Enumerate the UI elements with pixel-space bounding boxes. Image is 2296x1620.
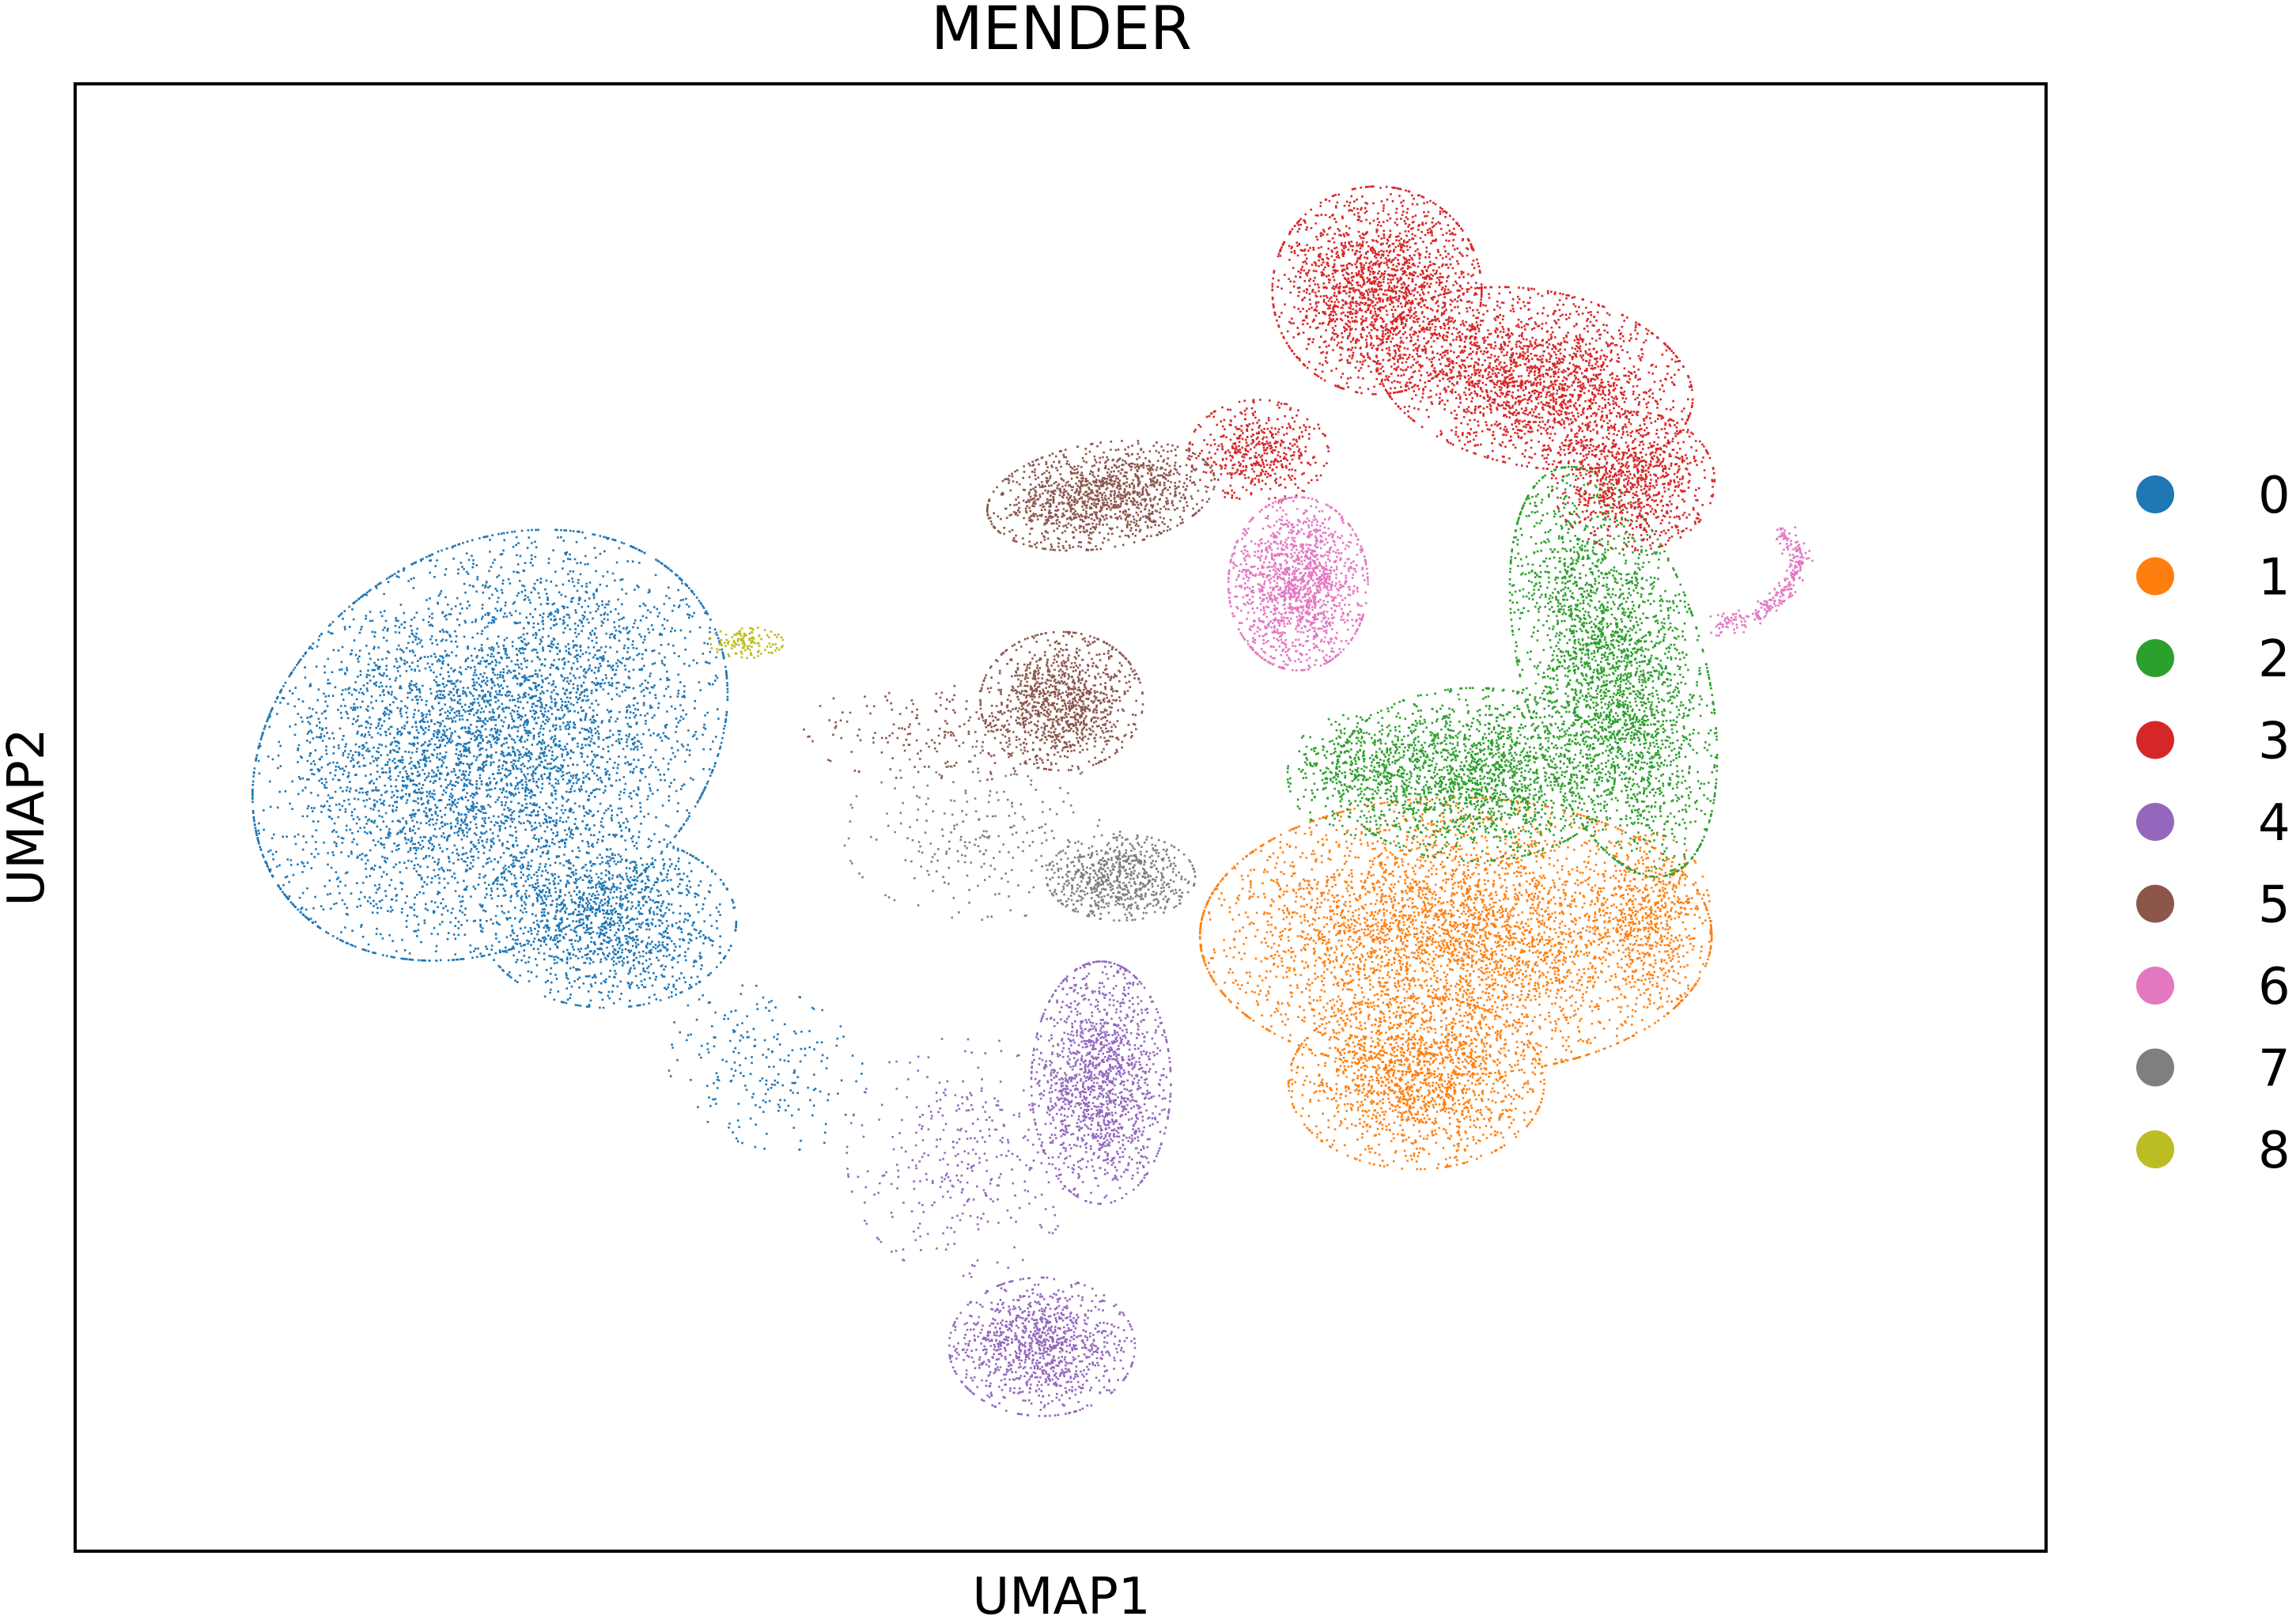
- legend-item-3: 3: [2136, 713, 2290, 771]
- cluster-5-points: [803, 440, 1216, 782]
- cluster-3-dots: [1188, 185, 1716, 551]
- x-axis-label: UMAP1: [972, 1568, 1150, 1620]
- cluster-4-dots: [845, 960, 1172, 1418]
- legend-label-5: 5: [2258, 876, 2290, 935]
- cluster-7-dots: [843, 745, 1197, 922]
- legend: 0 1 2 3 4 5 6 7 8: [2136, 467, 2290, 1180]
- legend-marker-5: [2136, 884, 2174, 923]
- legend-item-5: 5: [2136, 876, 2290, 935]
- legend-item-4: 4: [2136, 794, 2290, 853]
- cluster-6-curve-dots: [1709, 526, 1814, 637]
- legend-marker-4: [2136, 803, 2174, 841]
- plot-frame: [74, 82, 2048, 1553]
- legend-label-3: 3: [2258, 713, 2290, 771]
- legend-label-4: 4: [2258, 794, 2290, 853]
- legend-marker-2: [2136, 639, 2174, 677]
- legend-item-7: 7: [2136, 1040, 2290, 1099]
- legend-item-2: 2: [2136, 630, 2290, 689]
- cluster-6-points: [1227, 496, 1369, 672]
- cluster-5-dots: [803, 440, 1216, 782]
- cluster-8-dots: [709, 626, 785, 660]
- cluster-6-dots: [1227, 496, 1369, 672]
- legend-item-1: 1: [2136, 549, 2290, 608]
- cluster-0-dots: [252, 528, 866, 1151]
- cluster-0-points: [252, 528, 866, 1151]
- legend-item-6: 6: [2136, 958, 2290, 1016]
- y-axis-label: UMAP2: [0, 728, 56, 906]
- legend-item-0: 0: [2136, 467, 2290, 525]
- cluster-8-points: [709, 626, 785, 660]
- legend-label-7: 7: [2258, 1040, 2290, 1099]
- cluster-1-points: [1198, 796, 1713, 1171]
- legend-marker-0: [2136, 475, 2174, 513]
- cluster-1-dots: [1198, 796, 1713, 1171]
- chart-title: MENDER: [931, 0, 1192, 63]
- cluster-2-dots: [1286, 465, 1719, 878]
- legend-label-8: 8: [2258, 1122, 2290, 1180]
- cluster-3-points: [1188, 185, 1716, 551]
- legend-item-8: 8: [2136, 1122, 2290, 1180]
- legend-label-1: 1: [2258, 549, 2290, 608]
- legend-marker-7: [2136, 1048, 2174, 1087]
- legend-marker-1: [2136, 557, 2174, 596]
- legend-label-0: 0: [2258, 467, 2290, 525]
- legend-marker-8: [2136, 1130, 2174, 1168]
- cluster-2-points: [1286, 465, 1719, 878]
- scatter-points: [252, 185, 1814, 1418]
- cluster-7-points: [843, 745, 1197, 922]
- cluster-4-points: [845, 960, 1172, 1418]
- legend-label-2: 2: [2258, 630, 2290, 689]
- legend-marker-6: [2136, 967, 2174, 1005]
- legend-label-6: 6: [2258, 958, 2290, 1016]
- legend-marker-3: [2136, 721, 2174, 759]
